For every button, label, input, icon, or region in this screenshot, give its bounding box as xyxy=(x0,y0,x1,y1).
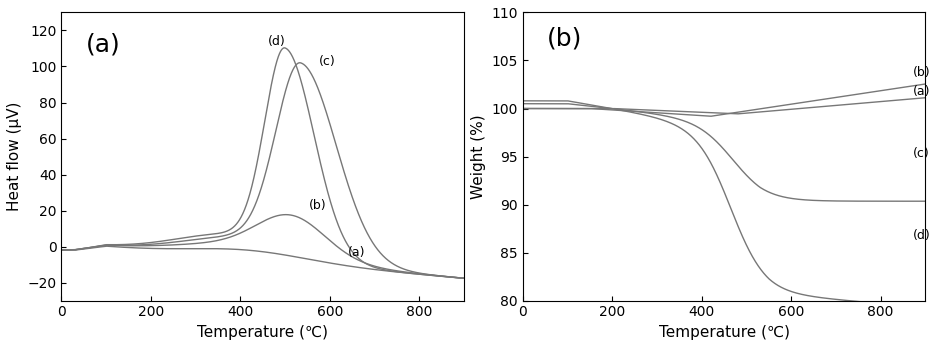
Text: (b): (b) xyxy=(913,66,931,78)
Text: (a): (a) xyxy=(913,85,931,98)
Text: (a): (a) xyxy=(348,246,365,259)
Y-axis label: Heat flow (μV): Heat flow (μV) xyxy=(7,102,22,211)
Text: (b): (b) xyxy=(308,199,326,212)
Text: (b): (b) xyxy=(547,27,582,51)
X-axis label: Temperature (℃): Temperature (℃) xyxy=(197,325,328,340)
Text: (d): (d) xyxy=(913,229,931,242)
Y-axis label: Weight (%): Weight (%) xyxy=(471,114,486,199)
Text: (d): (d) xyxy=(268,35,286,48)
Text: (a): (a) xyxy=(86,33,120,57)
Text: (c): (c) xyxy=(913,147,930,160)
Text: (c): (c) xyxy=(319,55,336,68)
X-axis label: Temperature (℃): Temperature (℃) xyxy=(659,325,790,340)
